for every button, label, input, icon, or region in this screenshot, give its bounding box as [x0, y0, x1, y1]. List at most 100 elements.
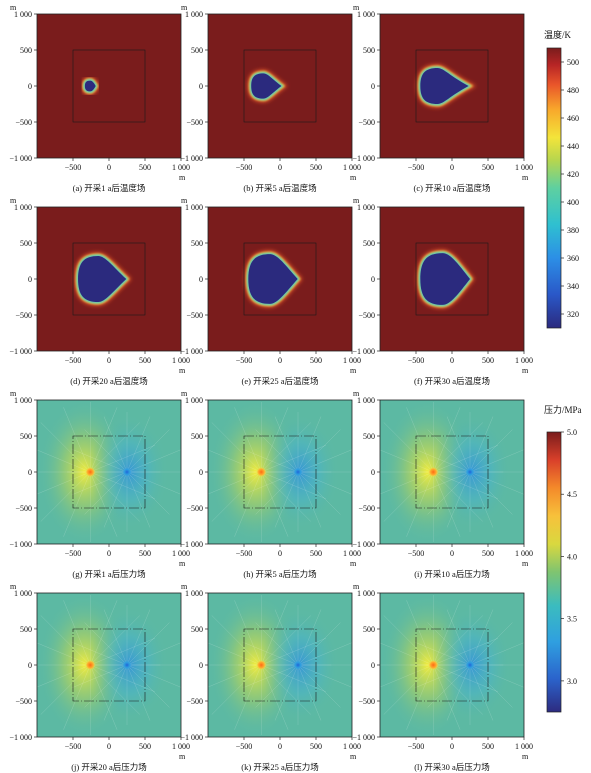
x-axis-unit-label: m	[350, 752, 357, 761]
streamline	[63, 407, 91, 473]
streamline	[103, 416, 128, 473]
x-tick-label: −500	[408, 549, 425, 558]
x-axis-unit-label: m	[522, 366, 529, 375]
colorbar-tick-label: 360	[567, 254, 579, 263]
x-tick-label: 500	[482, 742, 494, 751]
production-well-marker	[293, 467, 303, 477]
x-axis-unit-label: m	[350, 559, 357, 568]
streamline	[84, 664, 128, 708]
streamline	[414, 664, 471, 689]
streamline	[261, 471, 289, 537]
y-tick-label: 0	[199, 468, 203, 477]
streamline	[90, 664, 156, 693]
y-tick-label: 0	[371, 468, 375, 477]
streamline	[297, 416, 322, 473]
panel-caption: (h) 开采5 a后压力场	[243, 569, 316, 579]
y-tick-label: 1 000	[357, 10, 375, 19]
streamline	[297, 448, 354, 473]
cold-zone	[420, 253, 470, 305]
streamline	[25, 664, 91, 693]
streamline	[433, 664, 461, 730]
y-axis-unit-label: m	[181, 582, 188, 591]
streamline	[103, 609, 128, 666]
streamline	[261, 444, 327, 473]
streamlines	[191, 402, 358, 542]
colorbar: 压力/MPa 5.0 4.5 4.0 3.5 3.0	[544, 404, 582, 713]
streamline	[242, 641, 299, 666]
streamline	[255, 429, 299, 473]
streamline	[211, 422, 262, 473]
streamline	[90, 637, 156, 666]
reservoir-boundary	[72, 628, 146, 702]
streamline	[274, 416, 299, 473]
colorbar-title: 温度/K	[544, 29, 572, 40]
streamline	[427, 471, 471, 515]
streamline	[469, 471, 526, 496]
y-tick-label: −500	[358, 504, 375, 513]
y-tick-label: 0	[199, 661, 203, 670]
streamline	[211, 615, 262, 666]
x-tick-label: 0	[278, 356, 282, 365]
injection-well-marker	[256, 660, 267, 670]
streamline	[196, 444, 262, 473]
x-tick-label: 0	[107, 742, 111, 751]
y-tick-label: −1 000	[352, 733, 375, 742]
streamline	[71, 448, 128, 473]
panel-caption: (e) 开采25 a后温度场	[242, 376, 319, 386]
colorbar-title: 压力/MPa	[544, 404, 582, 415]
x-tick-label: 500	[310, 742, 322, 751]
y-axis-unit-label: m	[353, 196, 360, 205]
x-tick-label: 500	[139, 742, 151, 751]
reservoir-boundary	[415, 49, 489, 123]
streamline	[234, 407, 262, 473]
y-tick-label: 0	[28, 275, 32, 284]
y-tick-label: 500	[363, 46, 375, 55]
streamline	[196, 637, 262, 666]
streamline	[261, 422, 311, 473]
streamline	[406, 600, 434, 666]
streamline	[433, 407, 461, 473]
y-tick-label: −1 000	[180, 347, 203, 356]
streamline	[297, 664, 322, 721]
injection-well-marker	[428, 660, 439, 670]
streamline	[297, 664, 341, 708]
y-tick-label: 1 000	[185, 10, 203, 19]
colorbar-tick-label: 400	[567, 198, 579, 207]
colorbars-layer: 温度/K 500 480 460 440 420 400 380 360 340 320 压力/MPa…	[544, 29, 582, 713]
streamline	[90, 422, 140, 473]
streamline	[414, 641, 471, 666]
streamline	[242, 471, 299, 496]
streamline	[126, 641, 183, 666]
streamline	[40, 664, 91, 715]
y-tick-label: 1 000	[185, 396, 203, 405]
y-axis-unit-label: m	[353, 389, 360, 398]
x-axis-unit-label: m	[350, 173, 357, 182]
y-axis-unit-label: m	[10, 3, 17, 12]
streamline	[211, 664, 262, 715]
streamline	[242, 448, 299, 473]
x-tick-label: 0	[450, 356, 454, 365]
panel-caption: (g) 开采1 a后压力场	[72, 569, 145, 579]
streamline	[297, 471, 354, 496]
streamline	[25, 444, 91, 473]
y-tick-label: −500	[186, 118, 203, 127]
y-axis-unit-label: m	[353, 3, 360, 12]
production-well-marker	[465, 660, 475, 670]
y-tick-label: 0	[199, 82, 203, 91]
streamline	[274, 609, 299, 666]
x-tick-label: 500	[139, 549, 151, 558]
streamline	[368, 664, 434, 693]
streamline	[433, 444, 499, 473]
reservoir-boundary	[72, 435, 146, 509]
streamline	[255, 622, 299, 666]
cold-zone	[84, 80, 96, 92]
y-tick-label: 500	[20, 46, 32, 55]
streamlines	[363, 595, 530, 735]
y-tick-label: −1 000	[9, 347, 32, 356]
x-axis-unit-label: m	[179, 752, 186, 761]
streamline	[469, 664, 494, 721]
